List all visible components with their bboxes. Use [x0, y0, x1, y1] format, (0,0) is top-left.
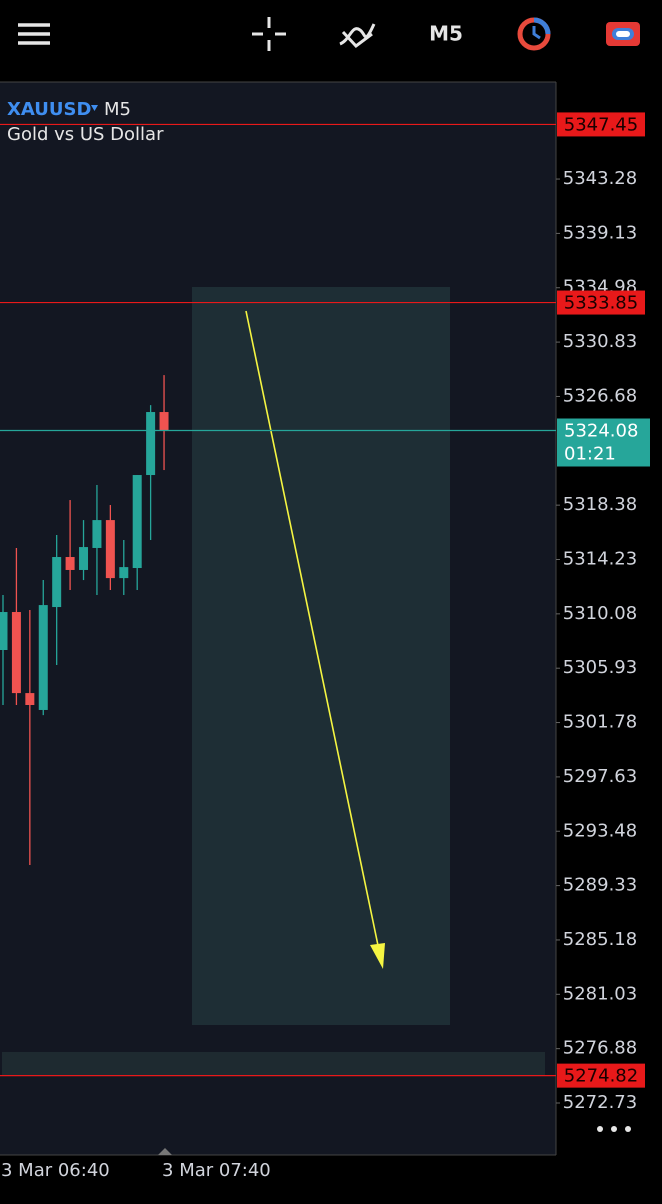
x-tick-label: 3 Mar 06:40 — [1, 1160, 110, 1181]
y-tick-label: 5289.33 — [563, 875, 637, 896]
y-tick-label: 5305.93 — [563, 657, 637, 678]
indicators-button[interactable] — [339, 23, 376, 49]
candle-body — [79, 547, 89, 570]
current-price-box — [557, 418, 650, 467]
bar-countdown: 01:21 — [564, 443, 616, 464]
y-tick-label: 5310.08 — [563, 603, 637, 624]
candle-body — [159, 412, 169, 431]
more-button[interactable] — [597, 1126, 631, 1132]
price-line-label-box — [557, 112, 645, 137]
menu-button[interactable] — [18, 23, 50, 45]
candle-body — [11, 612, 21, 694]
y-tick-label: 5293.48 — [563, 820, 637, 841]
candle-body — [92, 520, 102, 548]
candle-body — [105, 520, 115, 579]
candle-body — [25, 693, 35, 706]
candle-body — [38, 605, 48, 710]
plot — [0, 375, 169, 866]
current-price-label: 5324.08 — [564, 420, 638, 441]
arrow-object[interactable] — [245, 310, 381, 956]
candle-body — [119, 567, 129, 579]
rectangle-object[interactable] — [192, 287, 450, 1025]
trade-clock-button[interactable] — [517, 17, 551, 51]
bottom-panel — [2, 1052, 545, 1075]
y-tick-label: 5343.28 — [563, 168, 637, 189]
symbol-description: Gold vs US Dollar — [7, 124, 164, 145]
price-line-label-box — [557, 1063, 645, 1088]
y-tick-label: 5330.83 — [563, 331, 637, 352]
price-line-label: 5333.85 — [564, 293, 638, 314]
candle-body — [52, 557, 62, 608]
price-axis — [556, 82, 662, 1155]
timeframe-button[interactable]: M5 — [429, 22, 463, 46]
y-tick-label: 5318.38 — [563, 494, 637, 515]
candle-body — [0, 612, 8, 650]
y-tick-label: 5326.68 — [563, 385, 637, 406]
trade-button[interactable] — [606, 22, 640, 46]
price-line-label-box — [557, 290, 645, 315]
price-line-label: 5274.82 — [564, 1066, 638, 1087]
y-tick-label: 5276.88 — [563, 1038, 637, 1059]
y-tick-label: 5297.63 — [563, 766, 637, 787]
symbol[interactable]: XAUUSD — [7, 99, 91, 120]
scroll-marker — [158, 1148, 172, 1155]
chart-timeframe: M5 — [104, 99, 131, 120]
crosshair-button[interactable] — [252, 17, 286, 51]
arrow-head — [370, 943, 385, 969]
candle-body — [146, 412, 156, 476]
symbol-dropdown[interactable] — [91, 105, 98, 111]
y-tick-label: 5285.18 — [563, 929, 637, 950]
y-tick-label: 5281.03 — [563, 983, 637, 1004]
y-tick-label: 5314.23 — [563, 549, 637, 570]
x-tick-label: 3 Mar 07:40 — [162, 1160, 271, 1181]
y-tick-label: 5339.13 — [563, 222, 637, 243]
candle-body — [65, 557, 75, 570]
price-line-label: 5347.45 — [564, 114, 638, 135]
y-tick-label: 5272.73 — [563, 1092, 637, 1113]
candle-body — [132, 475, 142, 569]
y-tick-label: 5301.78 — [563, 712, 637, 733]
